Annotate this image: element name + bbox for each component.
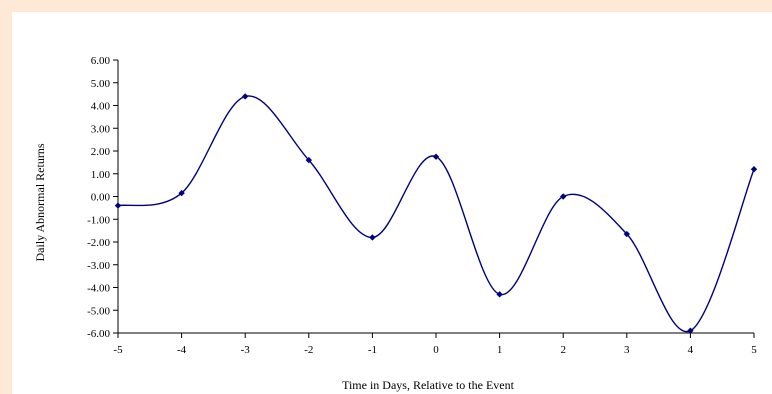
y-tick-label: 2.00 [91, 146, 111, 158]
chart-frame: 6.00 5.00 4.00 3.00 2.00 1.00 0.00 -1.00 -2.00 -3… [12, 12, 772, 394]
data-point [560, 193, 567, 200]
x-tick-label: 1 [497, 344, 503, 356]
y-axis-title: Daily Abnormal Returns [33, 143, 47, 261]
data-point [687, 327, 694, 334]
x-tick-label: 5 [751, 344, 757, 356]
data-point [178, 189, 185, 197]
y-tick-label: -6.00 [87, 328, 110, 340]
x-tick-label: -5 [113, 344, 123, 356]
y-tick-label: 0.00 [91, 192, 111, 204]
x-tick-label: -2 [304, 344, 313, 356]
data-point [305, 156, 312, 164]
y-tick-label: 4.00 [91, 101, 111, 113]
x-tick-label: 0 [433, 344, 439, 356]
y-tick-label: -3.00 [87, 260, 110, 272]
y-tick-label: 6.00 [91, 55, 111, 67]
y-tick-label: -4.00 [87, 283, 110, 295]
data-point [114, 202, 122, 209]
x-tick-label: -1 [368, 344, 377, 356]
series-line [117, 95, 755, 333]
x-tick-label: -3 [241, 344, 251, 356]
data-point [432, 153, 440, 160]
x-tick-label: 2 [560, 344, 566, 356]
x-axis-title: Time in Days, Relative to the Event [342, 378, 515, 392]
y-tick-label: 3.00 [91, 123, 111, 135]
data-point [369, 234, 376, 241]
x-tick-label: 3 [624, 344, 630, 356]
line-chart: 6.00 5.00 4.00 3.00 2.00 1.00 0.00 -1.00 -2.00 -3… [33, 55, 758, 392]
data-point [496, 291, 503, 298]
x-tick-label: -4 [177, 344, 187, 356]
y-tick-label: 1.00 [91, 169, 111, 181]
y-tick-label: -1.00 [87, 214, 110, 226]
data-point [750, 166, 758, 173]
data-point [242, 93, 249, 100]
data-point [623, 230, 630, 238]
y-tick-label: -2.00 [87, 237, 110, 249]
y-tick-label: 5.00 [91, 78, 111, 90]
x-tick-label: 4 [688, 344, 694, 356]
y-tick-label: -5.00 [87, 305, 110, 317]
